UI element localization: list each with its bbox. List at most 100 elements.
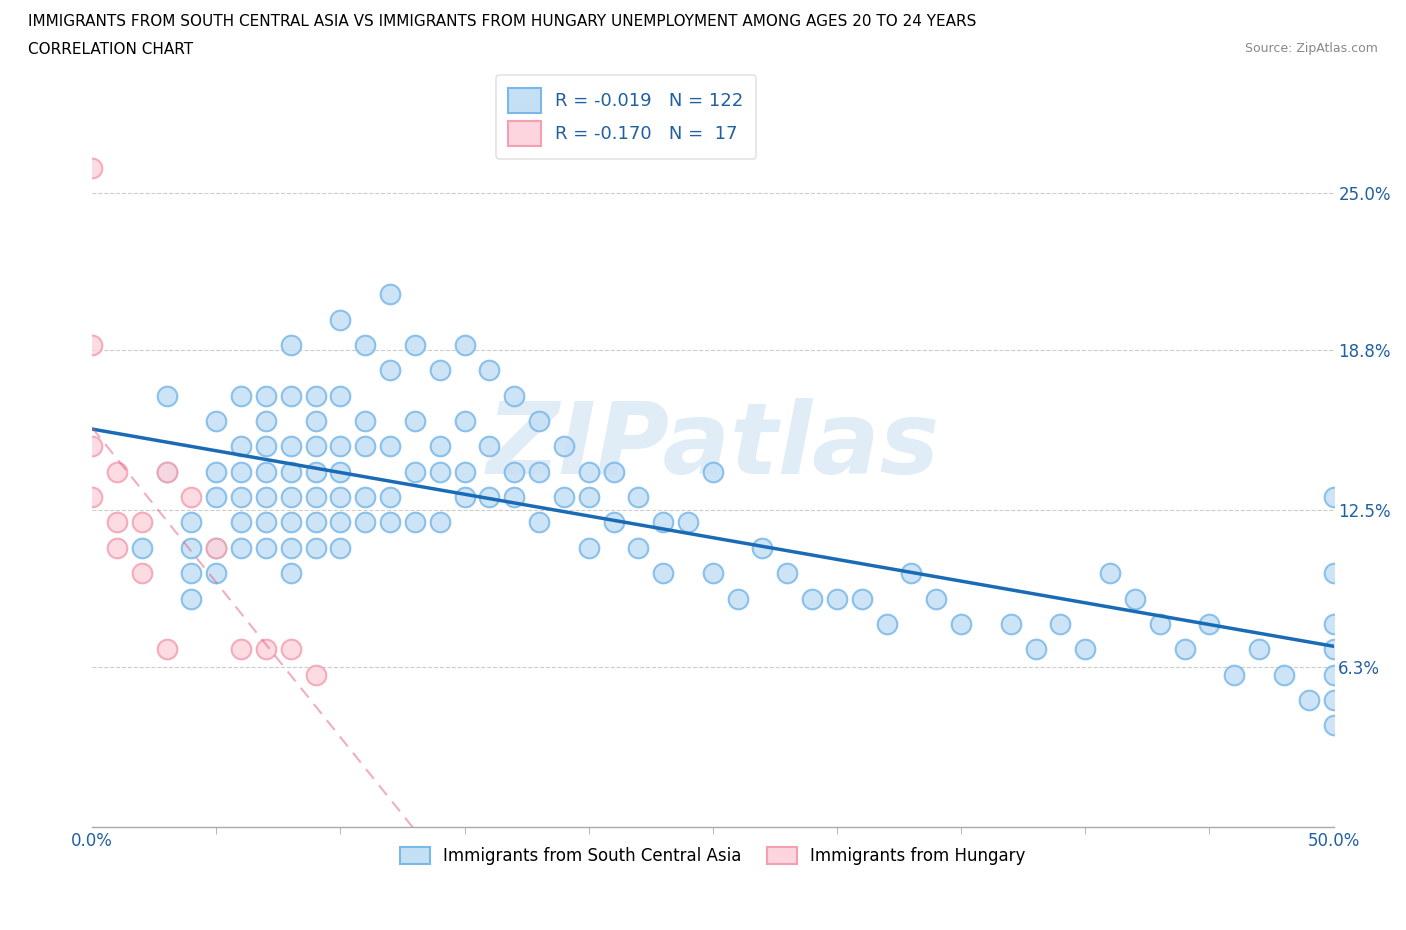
Point <box>205 540 228 555</box>
Point <box>527 414 550 429</box>
Point <box>280 439 302 454</box>
Text: IMMIGRANTS FROM SOUTH CENTRAL ASIA VS IMMIGRANTS FROM HUNGARY UNEMPLOYMENT AMONG: IMMIGRANTS FROM SOUTH CENTRAL ASIA VS IM… <box>28 14 977 29</box>
Point <box>254 464 277 479</box>
Point <box>478 363 501 378</box>
Point <box>82 490 104 505</box>
Point <box>478 439 501 454</box>
Point <box>1000 617 1022 631</box>
Point <box>254 414 277 429</box>
Point <box>727 591 749 606</box>
Point <box>280 464 302 479</box>
Point <box>378 363 401 378</box>
Point <box>304 439 326 454</box>
Point <box>1322 642 1344 657</box>
Point <box>429 464 451 479</box>
Point <box>231 515 253 530</box>
Point <box>304 540 326 555</box>
Point <box>156 389 179 404</box>
Point <box>180 490 202 505</box>
Point <box>156 464 179 479</box>
Point <box>702 565 724 580</box>
Point <box>553 490 575 505</box>
Point <box>453 338 475 352</box>
Point <box>82 439 104 454</box>
Point <box>329 312 352 327</box>
Point <box>925 591 948 606</box>
Point <box>478 490 501 505</box>
Point <box>578 464 600 479</box>
Point <box>527 464 550 479</box>
Point <box>776 565 799 580</box>
Point <box>231 540 253 555</box>
Point <box>254 515 277 530</box>
Point <box>105 464 128 479</box>
Point <box>280 565 302 580</box>
Point <box>378 515 401 530</box>
Point <box>131 565 153 580</box>
Point <box>329 490 352 505</box>
Point <box>503 490 526 505</box>
Point <box>1099 565 1122 580</box>
Point <box>304 389 326 404</box>
Point <box>254 540 277 555</box>
Point <box>280 515 302 530</box>
Point <box>180 540 202 555</box>
Point <box>1123 591 1146 606</box>
Point <box>378 286 401 301</box>
Point <box>429 363 451 378</box>
Point <box>453 490 475 505</box>
Point <box>304 667 326 682</box>
Point <box>378 439 401 454</box>
Point <box>82 160 104 175</box>
Point <box>180 565 202 580</box>
Point <box>329 389 352 404</box>
Point <box>205 540 228 555</box>
Point <box>950 617 973 631</box>
Point <box>131 515 153 530</box>
Point <box>751 540 773 555</box>
Point <box>254 490 277 505</box>
Point <box>354 515 377 530</box>
Point <box>156 464 179 479</box>
Point <box>231 490 253 505</box>
Point <box>280 338 302 352</box>
Point <box>231 439 253 454</box>
Point <box>329 540 352 555</box>
Point <box>304 464 326 479</box>
Point <box>131 540 153 555</box>
Point <box>652 515 675 530</box>
Point <box>205 464 228 479</box>
Point <box>180 515 202 530</box>
Point <box>1049 617 1071 631</box>
Point <box>876 617 898 631</box>
Point <box>254 389 277 404</box>
Point <box>1149 617 1171 631</box>
Point <box>527 515 550 530</box>
Point <box>578 540 600 555</box>
Point <box>404 515 426 530</box>
Point <box>652 565 675 580</box>
Point <box>1322 693 1344 708</box>
Text: Source: ZipAtlas.com: Source: ZipAtlas.com <box>1244 42 1378 55</box>
Point <box>156 642 179 657</box>
Point <box>304 490 326 505</box>
Point <box>900 565 922 580</box>
Point <box>280 490 302 505</box>
Point <box>503 464 526 479</box>
Point <box>354 439 377 454</box>
Point <box>231 642 253 657</box>
Point <box>627 540 650 555</box>
Point <box>1322 490 1344 505</box>
Point <box>404 414 426 429</box>
Text: ZIPatlas: ZIPatlas <box>486 398 939 495</box>
Point <box>1025 642 1047 657</box>
Point <box>429 439 451 454</box>
Point <box>503 389 526 404</box>
Point <box>801 591 824 606</box>
Point <box>105 540 128 555</box>
Point <box>851 591 873 606</box>
Point <box>205 414 228 429</box>
Point <box>354 338 377 352</box>
Legend: Immigrants from South Central Asia, Immigrants from Hungary: Immigrants from South Central Asia, Immi… <box>394 840 1032 871</box>
Point <box>280 540 302 555</box>
